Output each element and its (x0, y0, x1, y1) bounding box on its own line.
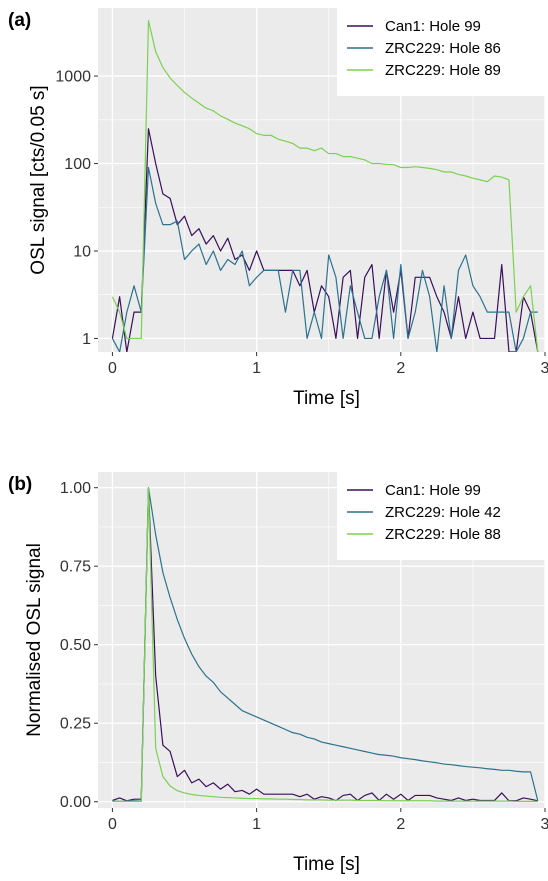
series-line-2 (111, 166, 538, 352)
x-tick-label: 1 (252, 816, 261, 833)
panel-label: (a) (8, 10, 31, 31)
x-tick-label: 3 (541, 816, 548, 833)
y-tick-label: 10 (73, 243, 91, 260)
x-axis-title: Time [s] (293, 388, 360, 409)
legend-label: ZRC229: Hole 42 (385, 504, 501, 521)
legend-label: ZRC229: Hole 89 (385, 62, 501, 79)
legend: Can1: Hole 99 ZRC229: Hole 42 ZRC229: Hole… (337, 472, 545, 560)
legend-box (337, 472, 545, 560)
legend-label: ZRC229: Hole 88 (385, 526, 501, 543)
y-axis-title: OSL signal [cts/0.05 s] (28, 85, 49, 274)
panel-b: 0 1 2 3 0.00 0.25 0.50 0.75 1.00 Can1: Hole 99 ZRC… (8, 472, 548, 875)
y-tick-label: 1000 (55, 69, 91, 86)
legend-label: ZRC229: Hole 86 (385, 40, 501, 57)
y-tick-label: 0.75 (60, 559, 91, 576)
series-line-3 (112, 487, 538, 803)
panel-label: (b) (8, 474, 32, 495)
x-tick-label: 0 (108, 816, 117, 833)
y-tick-label: 100 (64, 156, 91, 173)
legend: Can1: Hole 99 ZRC229: Hole 86 ZRC229: Hole… (337, 8, 545, 96)
x-tick-label: 2 (396, 360, 405, 377)
x-tick-label: 2 (396, 816, 405, 833)
y-tick-label: 1.00 (60, 480, 91, 497)
legend-box (337, 8, 545, 96)
legend-label: Can1: Hole 99 (385, 482, 481, 499)
x-tick-label: 1 (252, 360, 261, 377)
y-tick-label: 1 (82, 331, 91, 348)
legend-label: Can1: Hole 99 (385, 18, 481, 35)
y-tick-label: 0.00 (60, 794, 91, 811)
x-tick-label: 3 (541, 360, 548, 377)
y-axis-title: Normalised OSL signal (24, 543, 45, 737)
series-line-2 (112, 487, 539, 803)
x-axis-title: Time [s] (293, 854, 360, 875)
y-tick-label: 0.50 (60, 637, 91, 654)
x-tick-label: 0 (108, 360, 117, 377)
series-line-3 (111, 20, 539, 352)
y-tick-label: 0.25 (60, 716, 91, 733)
series-line-1 (112, 487, 538, 802)
